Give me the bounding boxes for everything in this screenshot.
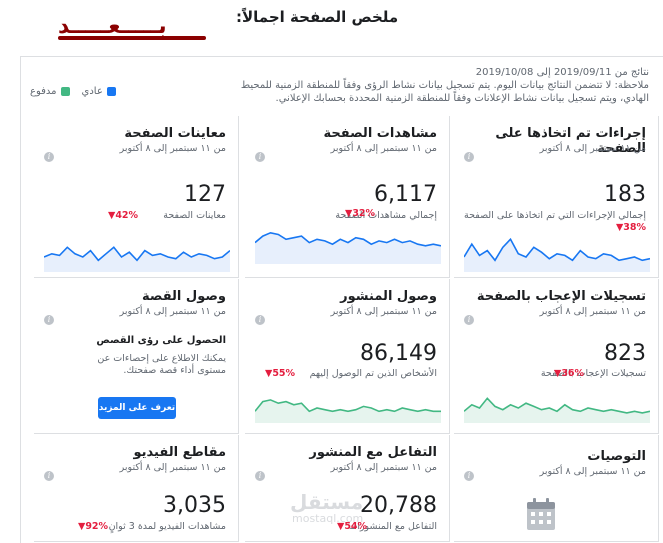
card-recommendations[interactable]: التوصيات من ١١ سبتمبر إلى ٨ أكتوبر i	[454, 435, 659, 542]
card-date-range: من ١١ سبتمبر إلى ٨ أكتوبر	[539, 306, 646, 317]
card-title[interactable]: مقاطع الفيديو	[133, 445, 226, 460]
sparkline-line	[464, 397, 650, 414]
metric-value: 3,035	[163, 493, 226, 518]
metric-delta: ▼36%	[554, 368, 585, 379]
metric-value: 823	[604, 341, 646, 366]
paid-swatch	[60, 86, 70, 96]
metric-delta: ▼32%	[345, 208, 376, 219]
card-date-range: من ١١ سبتمبر إلى ٨ أكتوبر	[330, 306, 437, 317]
metric-value: 6,117	[374, 182, 437, 207]
card-title[interactable]: وصول القصة	[142, 289, 226, 304]
metric-delta: ▼55%	[265, 368, 296, 379]
sparkline	[44, 246, 230, 272]
sparkline-area	[44, 247, 230, 272]
after-underline	[58, 36, 206, 40]
info-icon[interactable]: i	[255, 315, 265, 325]
results-note: نتائج من 2019/09/11 إلى 2019/10/08 ملاحظ…	[209, 66, 649, 105]
card-title[interactable]: تسجيلات الإعجاب بالصفحة	[476, 289, 646, 304]
watermark-domain: mostaql.com	[292, 512, 364, 525]
info-icon[interactable]: i	[464, 471, 474, 481]
sparkline	[464, 237, 650, 272]
summary-panel	[20, 56, 663, 543]
card-videos[interactable]: مقاطع الفيديو من ١١ سبتمبر إلى ٨ أكتوبر …	[34, 435, 239, 542]
card-story-reach[interactable]: وصول القصة من ١١ سبتمبر إلى ٨ أكتوبر i ا…	[34, 279, 239, 434]
card-date-range: من ١١ سبتمبر إلى ٨ أكتوبر	[119, 306, 226, 317]
sparkline-area	[464, 398, 650, 423]
info-icon[interactable]: i	[464, 152, 474, 162]
sparkline-line	[255, 399, 441, 413]
sparkline-line	[464, 237, 650, 262]
metric-delta: ▼92%	[78, 521, 109, 532]
card-date-range: من ١١ سبتمبر إلى ٨ أكتوبر	[330, 143, 437, 154]
metric-delta: ▼38%	[615, 222, 646, 233]
metric-description: الأشخاص الذين تم الوصول إليهم	[309, 368, 437, 379]
legend-paid: مدفوع	[30, 86, 70, 97]
metric-description: تسجيلات الإعجاب بالصفحة	[540, 368, 646, 379]
card-post-engagement[interactable]: التفاعل مع المنشور من ١١ سبتمبر إلى ٨ أك…	[245, 435, 450, 542]
story-insights-text: يمكنك الاطلاع على إحصاءات عن مستوى أداء …	[97, 353, 226, 376]
legend: عادي مدفوع	[30, 86, 116, 97]
story-insights-heading: الحصول على رؤى القصص	[96, 335, 226, 346]
learn-more-button[interactable]: تعرف على المزيد	[98, 397, 176, 419]
card-page-previews[interactable]: معاينات الصفحة من ١١ سبتمبر إلى ٨ أكتوبر…	[34, 116, 239, 278]
metric-description: التفاعل مع المنشورات	[348, 521, 437, 532]
sparkline-line	[44, 246, 230, 262]
metric-value: 86,149	[360, 341, 437, 366]
results-range: نتائج من 2019/09/11 إلى 2019/10/08	[475, 67, 649, 78]
info-icon[interactable]: i	[255, 152, 265, 162]
card-date-range: من ١١ سبتمبر إلى ٨ أكتوبر	[539, 143, 646, 154]
card-date-range: من ١١ سبتمبر إلى ٨ أكتوبر	[330, 462, 437, 473]
metric-delta: ▼42%	[108, 210, 139, 221]
sparkline-line	[255, 231, 441, 247]
info-icon[interactable]: i	[44, 315, 54, 325]
metric-value: 20,788	[360, 493, 437, 518]
sparkline	[464, 397, 650, 423]
card-title[interactable]: وصول المنشور	[340, 289, 437, 304]
card-title[interactable]: إجراءات تم اتخاذها على الصفحة	[495, 126, 646, 156]
results-notice: ملاحظة: لا تتضمن النتائج بيانات اليوم. ي…	[240, 80, 649, 104]
card-date-range: من ١١ سبتمبر إلى ٨ أكتوبر	[539, 466, 646, 477]
metric-description: إجمالي مشاهدات الصفحة	[335, 210, 437, 221]
metric-description: إجمالي الإجراءات التي تم اتخاذها على الص…	[464, 210, 646, 221]
metric-value: 127	[184, 182, 226, 207]
sparkline	[255, 231, 441, 264]
watermark-brand: مستقل	[290, 490, 364, 514]
card-date-range: من ١١ سبتمبر إلى ٨ أكتوبر	[119, 462, 226, 473]
metric-description: مشاهدات الفيديو لمدة 3 ثوانٍ	[108, 521, 226, 532]
metrics-grid: إجراءات تم اتخاذها على الصفحة من ١١ سبتم…	[24, 116, 663, 542]
card-page-actions[interactable]: إجراءات تم اتخاذها على الصفحة من ١١ سبتم…	[454, 116, 659, 278]
card-title[interactable]: التفاعل مع المنشور	[309, 445, 437, 460]
card-post-reach[interactable]: وصول المنشور من ١١ سبتمبر إلى ٨ أكتوبر i…	[245, 279, 450, 434]
card-title[interactable]: مشاهدات الصفحة	[323, 126, 437, 141]
legend-organic: عادي	[82, 86, 116, 97]
calendar-icon	[527, 498, 555, 530]
sparkline-area	[464, 239, 650, 272]
sparkline-area	[255, 232, 441, 264]
card-page-likes[interactable]: تسجيلات الإعجاب بالصفحة من ١١ سبتمبر إلى…	[454, 279, 659, 434]
sparkline	[255, 399, 441, 423]
card-page-views[interactable]: مشاهدات الصفحة من ١١ سبتمبر إلى ٨ أكتوبر…	[245, 116, 450, 278]
after-label: بـــــعـــــد	[58, 14, 167, 39]
card-title[interactable]: التوصيات	[587, 449, 646, 464]
card-date-range: من ١١ سبتمبر إلى ٨ أكتوبر	[119, 143, 226, 154]
metric-delta: ▼54%	[337, 521, 368, 532]
info-icon[interactable]: i	[255, 471, 265, 481]
organic-swatch	[106, 86, 116, 96]
page-title: ملخص الصفحة اجمالاً:	[236, 8, 399, 26]
metric-description: معاينات الصفحة	[163, 210, 226, 221]
info-icon[interactable]: i	[464, 315, 474, 325]
metric-value: 183	[604, 182, 646, 207]
info-icon[interactable]: i	[44, 471, 54, 481]
info-icon[interactable]: i	[44, 152, 54, 162]
card-title[interactable]: معاينات الصفحة	[124, 126, 226, 141]
